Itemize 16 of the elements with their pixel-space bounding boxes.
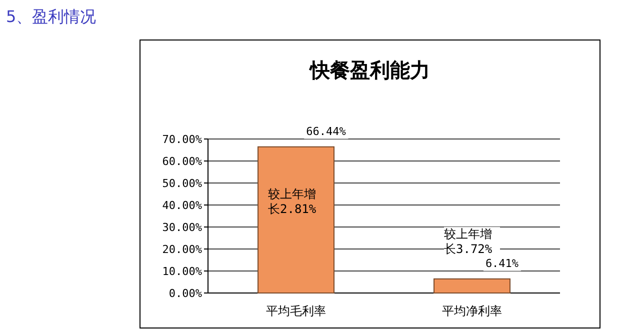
- data-label: 6.41%: [485, 256, 519, 270]
- x-tick-label: 平均净利率: [442, 304, 502, 318]
- text: 5、盈利情况: [6, 7, 96, 26]
- data-label: 66.44%: [306, 124, 346, 138]
- x-tick-label: 平均毛利率: [266, 304, 326, 318]
- y-tick-label: 60.00%: [162, 155, 202, 168]
- y-tick-label: 70.00%: [162, 133, 202, 146]
- y-tick-label: 30.00%: [162, 221, 202, 234]
- y-tick-label: 10.00%: [162, 265, 202, 278]
- annotation: 较上年增长2.81%: [268, 186, 324, 217]
- y-tick-label: 20.00%: [162, 243, 202, 256]
- annotation: 较上年增长3.72%: [444, 226, 500, 257]
- y-tick-label: 50.00%: [162, 177, 202, 190]
- chart-title: 快餐盈利能力: [308, 58, 430, 82]
- y-tick-label: 0.00%: [168, 287, 202, 300]
- y-tick-label: 40.00%: [162, 199, 202, 212]
